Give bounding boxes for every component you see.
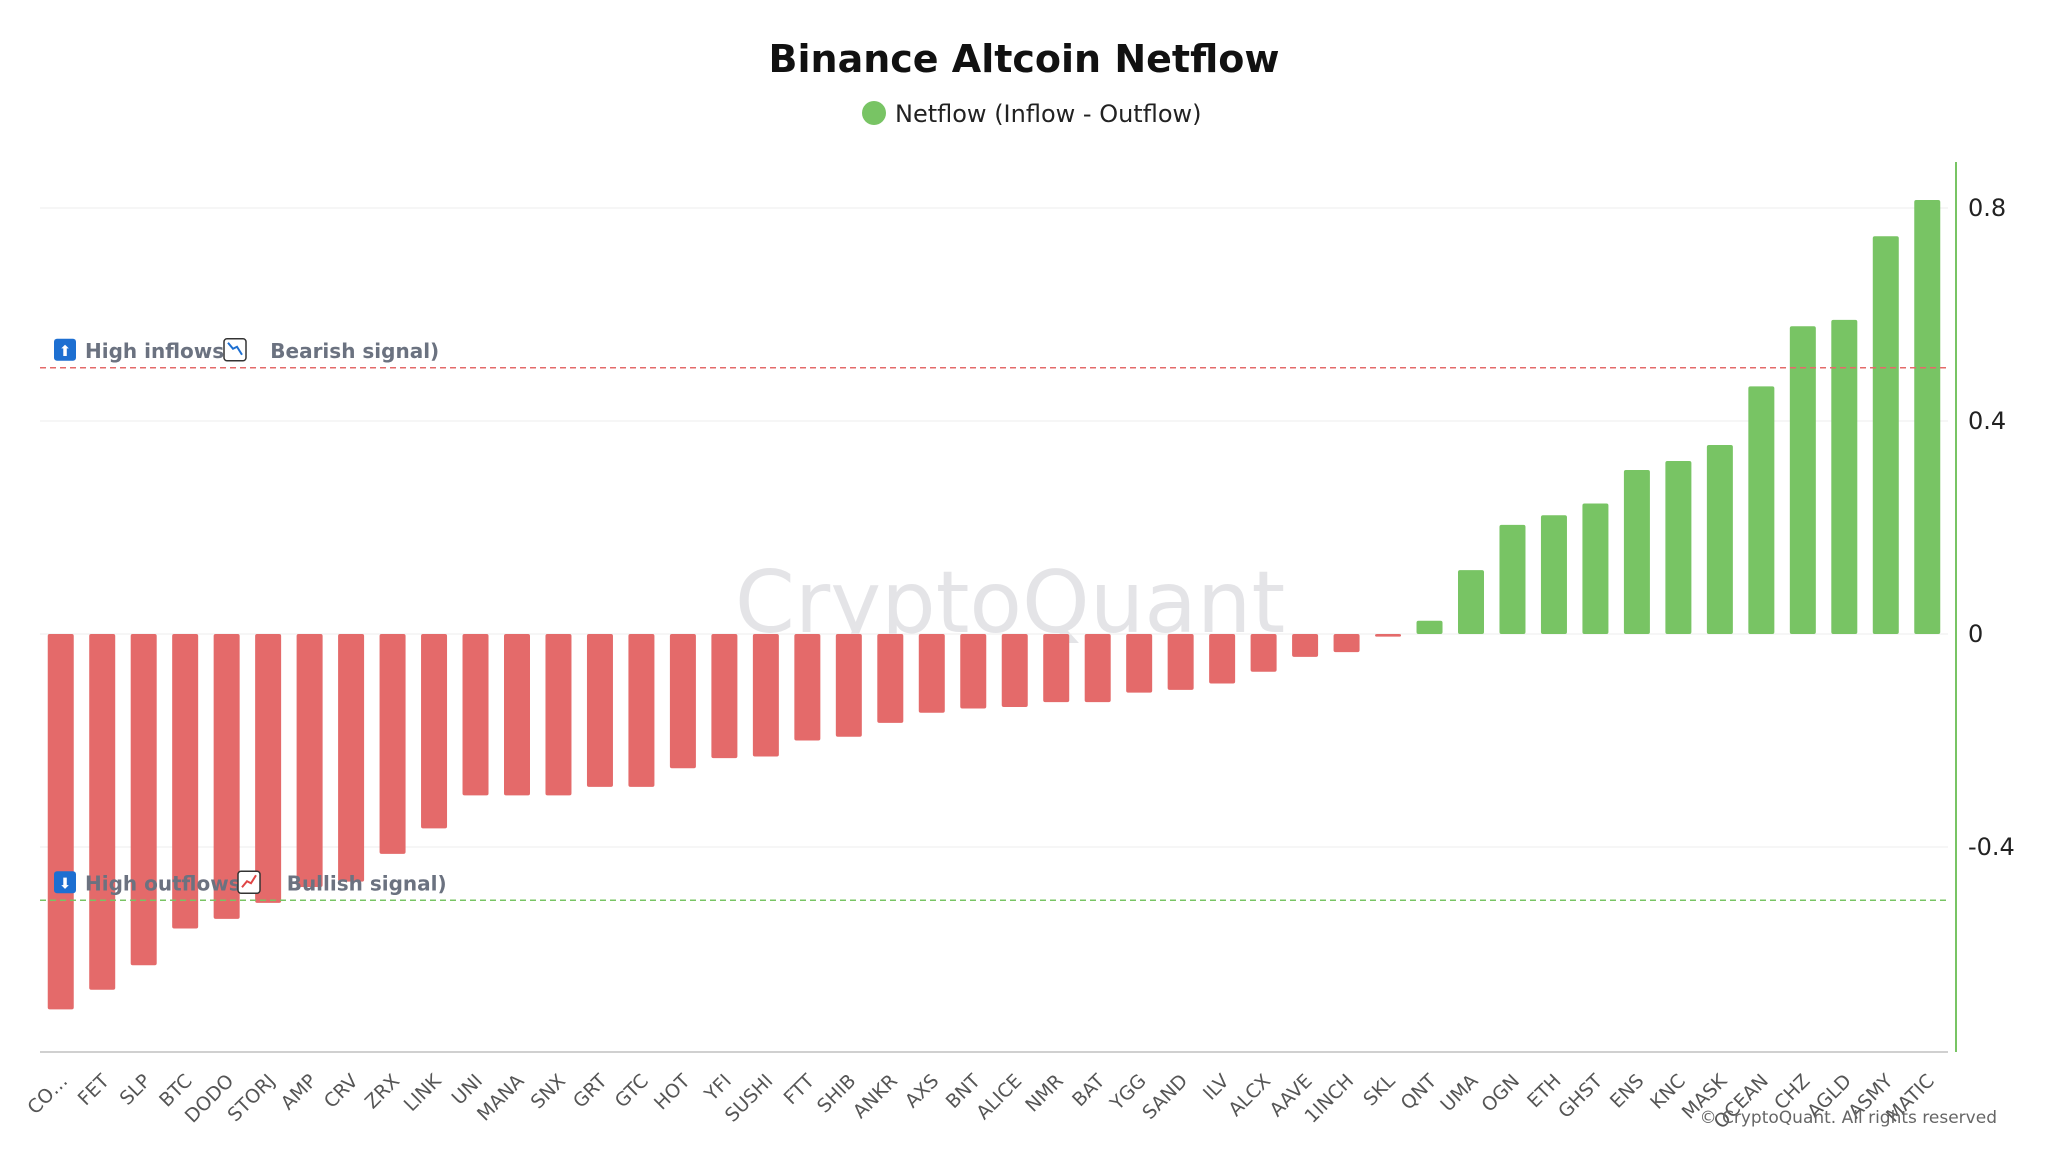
high-inflows-annotation: ⬆ High inflows (Bearish signal) (54, 338, 439, 363)
chart-down-icon (223, 338, 247, 362)
bar-grt[interactable] (586, 634, 613, 787)
bar-qnt[interactable] (1416, 620, 1443, 634)
y-tick-label: 0 (1968, 620, 1983, 648)
bar-ghst[interactable] (1582, 503, 1609, 634)
bar-ocean[interactable] (1748, 386, 1775, 634)
bar-ogn[interactable] (1499, 524, 1526, 634)
bar-crv[interactable] (338, 634, 365, 882)
bar-ens[interactable] (1623, 469, 1650, 634)
bar-yfi[interactable] (711, 634, 738, 759)
arrow-glyph: ⬇ (59, 874, 72, 892)
x-tick-label: GRT (569, 1070, 612, 1113)
x-tick-label: ANKR (849, 1070, 902, 1123)
bar-gtc[interactable] (628, 634, 655, 787)
bar-mask[interactable] (1706, 444, 1733, 634)
bar-chz[interactable] (1789, 326, 1816, 634)
y-axis: 0.8 0.4 0 -0.4 (1955, 162, 2015, 1052)
bar-uma[interactable] (1458, 570, 1484, 634)
x-tick-label: SAND (1138, 1070, 1192, 1124)
bar-btc[interactable] (172, 634, 199, 929)
x-tick-label: ALICE (972, 1070, 1026, 1124)
bar-skl[interactable] (1375, 634, 1402, 637)
bar-alcx[interactable] (1250, 634, 1277, 672)
bar-shib[interactable] (835, 634, 862, 737)
arrow-up-icon (54, 338, 76, 361)
bar-ankr[interactable] (877, 634, 904, 723)
bar-zrx[interactable] (379, 634, 406, 854)
bar-aave[interactable] (1292, 634, 1319, 657)
x-tick-label: CRV (320, 1070, 363, 1113)
bar-bat[interactable] (1084, 634, 1111, 703)
annotation-label: High inflows (Bearish signal) (85, 339, 439, 363)
x-tick-label: BAT (1068, 1070, 1109, 1111)
y-tick-label: -0.4 (1968, 833, 2015, 861)
arrow-glyph: ⬆ (59, 342, 72, 360)
bar-sand[interactable] (1167, 634, 1194, 690)
y-tick-label: 0.8 (1968, 194, 2006, 222)
x-tick-label: ALCX (1224, 1070, 1275, 1121)
x-tick-label: SUSHI (721, 1070, 778, 1127)
bars (47, 200, 1941, 1010)
y-tick-label: 0.4 (1968, 407, 2006, 435)
x-tick-label: HOT (650, 1070, 695, 1115)
bar-bnt[interactable] (960, 634, 987, 709)
bar-fet[interactable] (89, 634, 116, 990)
bar-amp[interactable] (296, 634, 323, 887)
bar-snx[interactable] (545, 634, 572, 796)
x-tick-label: GHST (1554, 1070, 1607, 1123)
bar-agld[interactable] (1831, 319, 1858, 634)
bar-co[interactable] (47, 634, 74, 1010)
x-tick-label: STORJ (223, 1070, 279, 1126)
high-outflows-annotation: ⬇ High outflows (Bullish signal) (54, 870, 447, 895)
bar-hot[interactable] (669, 634, 696, 769)
x-tick-label: GTC (611, 1070, 653, 1112)
x-tick-label: SNX (527, 1070, 570, 1113)
bar-1inch[interactable] (1333, 634, 1360, 653)
bar-alice[interactable] (1001, 634, 1028, 707)
copyright-text: © CryptoQuant. All rights reserved (1700, 1108, 1997, 1128)
bar-link[interactable] (421, 634, 448, 829)
bar-uni[interactable] (462, 634, 489, 796)
bar-dodo[interactable] (213, 634, 240, 919)
annotation-label: High outflows (Bullish signal) (85, 871, 447, 895)
bar-ilv[interactable] (1209, 634, 1236, 684)
bar-nmr[interactable] (1043, 634, 1070, 703)
legend-swatch (862, 101, 886, 125)
x-tick-label: FET (74, 1070, 114, 1110)
x-tick-label: QNT (1397, 1070, 1442, 1115)
x-tick-label: SKL (1359, 1070, 1400, 1111)
x-tick-label: SLP (116, 1070, 156, 1110)
bar-eth[interactable] (1540, 515, 1567, 634)
x-tick-label: ILV (1199, 1070, 1234, 1105)
x-tick-label: ZRX (361, 1070, 404, 1113)
x-tick-label: OGN (1477, 1070, 1524, 1117)
bar-storj[interactable] (255, 634, 282, 903)
bar-asmy[interactable] (1872, 236, 1899, 634)
bar-mana[interactable] (504, 634, 530, 796)
trend-glyph (227, 342, 243, 356)
bar-ftt[interactable] (794, 634, 821, 741)
x-tick-label: LINK (400, 1070, 446, 1116)
arrow-down-icon (54, 871, 76, 894)
x-tick-label: AMP (277, 1070, 321, 1114)
bar-sushi[interactable] (752, 634, 779, 757)
legend-label: Netflow (Inflow - Outflow) (895, 100, 1202, 128)
x-tick-label: NMR (1021, 1070, 1068, 1117)
x-tick-label: UMA (1436, 1070, 1482, 1116)
chart-title: Binance Altcoin Netflow (769, 37, 1280, 81)
trend-glyph (241, 874, 257, 888)
legend[interactable]: Netflow (Inflow - Outflow) (862, 100, 1202, 128)
bar-ygg[interactable] (1126, 634, 1153, 693)
x-tick-label: MANA (473, 1070, 529, 1126)
bar-matic[interactable] (1914, 200, 1941, 634)
threshold-lines: ⬆ High inflows (Bearish signal) ⬇ High outf… (40, 338, 1948, 902)
bar-axs[interactable] (918, 634, 945, 713)
x-tick-label: AXS (901, 1070, 943, 1112)
bar-slp[interactable] (130, 634, 157, 966)
x-tick-label: ENS (1606, 1070, 1649, 1113)
bar-knc[interactable] (1665, 460, 1692, 634)
x-tick-label: CO… (23, 1070, 72, 1119)
